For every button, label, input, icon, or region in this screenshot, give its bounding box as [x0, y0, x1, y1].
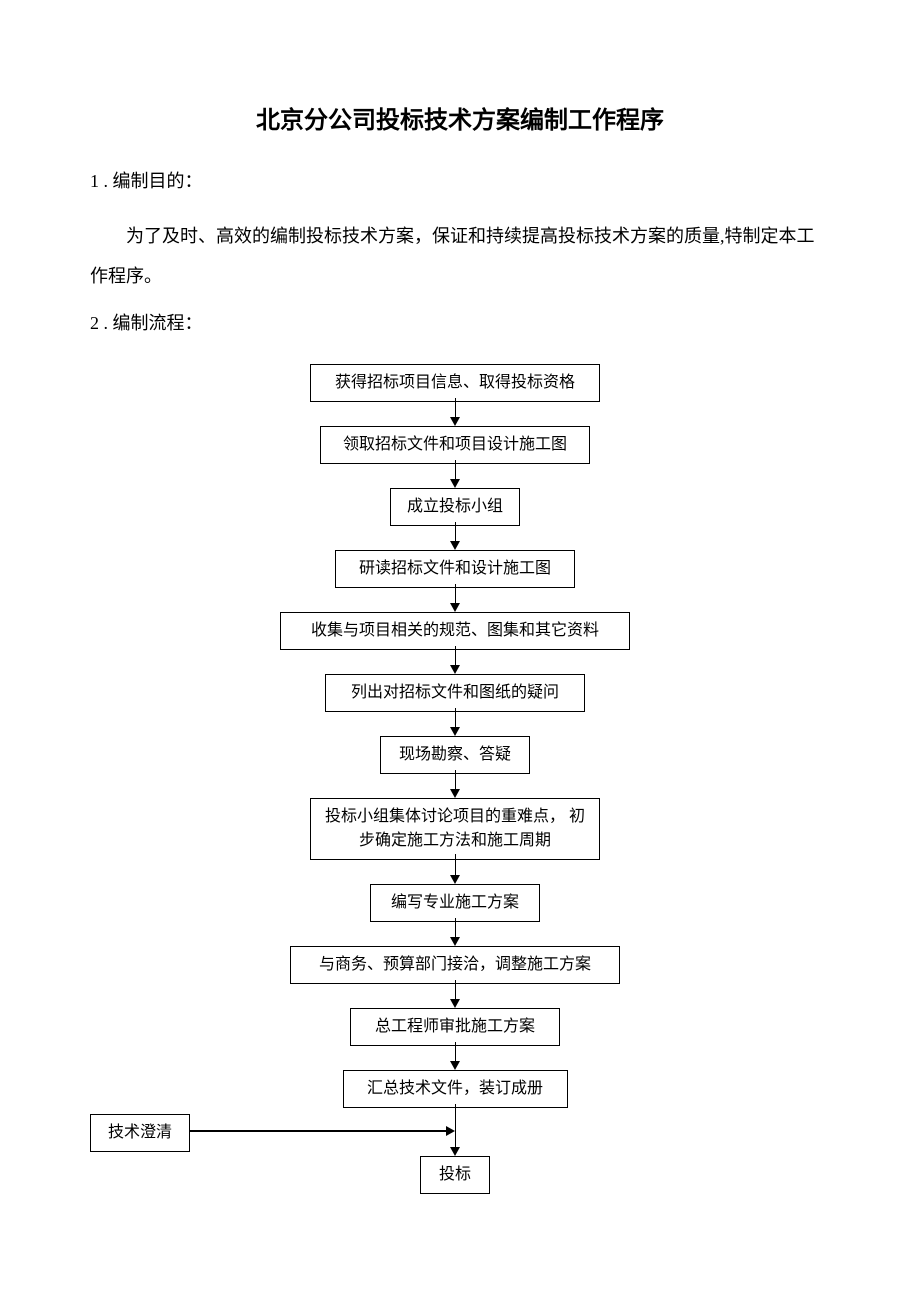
arrow-head-icon [450, 541, 460, 550]
flow-node-n5: 收集与项目相关的规范、图集和其它资料 [280, 612, 630, 650]
flow-connector [190, 1130, 447, 1132]
flow-arrow [455, 980, 457, 1000]
arrow-head-icon [450, 417, 460, 426]
flow-node-n8: 投标小组集体讨论项目的重难点， 初步确定施工方法和施工周期 [310, 798, 600, 860]
page-title: 北京分公司投标技术方案编制工作程序 [90, 100, 830, 135]
flow-arrow [455, 770, 457, 790]
arrow-head-icon [450, 937, 460, 946]
flow-arrow [455, 918, 457, 938]
flow-node-n12: 汇总技术文件，装订成册 [343, 1070, 568, 1108]
flow-node-n6: 列出对招标文件和图纸的疑问 [325, 674, 585, 712]
flow-arrow [455, 646, 457, 666]
section-1-body: 为了及时、高效的编制投标技术方案，保证和持续提高投标技术方案的质量,特制定本工作… [90, 217, 830, 296]
arrow-head-icon [446, 1126, 455, 1136]
flow-node-n3: 成立投标小组 [390, 488, 520, 526]
flow-node-n1: 获得招标项目信息、取得投标资格 [310, 364, 600, 402]
flow-node-side: 技术澄清 [90, 1114, 190, 1152]
flow-node-n7: 现场勘察、答疑 [380, 736, 530, 774]
arrow-head-icon [450, 479, 460, 488]
flow-node-n9: 编写专业施工方案 [370, 884, 540, 922]
flowchart-container: 获得招标项目信息、取得投标资格领取招标文件和项目设计施工图成立投标小组研读招标文… [90, 364, 830, 1234]
flow-node-n11: 总工程师审批施工方案 [350, 1008, 560, 1046]
flow-node-n13: 投标 [420, 1156, 490, 1194]
flow-arrow [455, 854, 457, 876]
arrow-head-icon [450, 999, 460, 1008]
arrow-head-icon [450, 727, 460, 736]
flow-arrow [455, 1042, 457, 1062]
arrow-head-icon [450, 603, 460, 612]
flow-arrow [455, 398, 457, 418]
section-2-heading: 2 . 编制流程： [90, 307, 830, 339]
flow-node-n10: 与商务、预算部门接洽，调整施工方案 [290, 946, 620, 984]
section-1-heading: 1 . 编制目的： [90, 165, 830, 197]
flow-arrow [455, 708, 457, 728]
flow-node-n4: 研读招标文件和设计施工图 [335, 550, 575, 588]
arrow-head-icon [450, 665, 460, 674]
flow-arrow [455, 584, 457, 604]
arrow-head-icon [450, 875, 460, 884]
arrow-head-icon [450, 1147, 460, 1156]
arrow-head-icon [450, 1061, 460, 1070]
flow-arrow [455, 460, 457, 480]
flow-arrow [455, 522, 457, 542]
arrow-head-icon [450, 789, 460, 798]
flow-node-n2: 领取招标文件和项目设计施工图 [320, 426, 590, 464]
